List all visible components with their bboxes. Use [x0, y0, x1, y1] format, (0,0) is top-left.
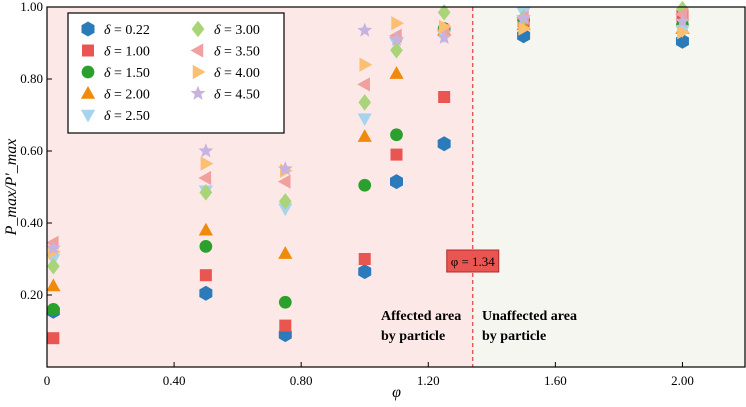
legend: δ = 0.22 δ = 1.00 δ = 1.50 δ = 2.00 δ = 2.50…	[67, 12, 285, 134]
affected-area-label-line1: Affected area	[381, 309, 461, 324]
x-axis-title: φ	[392, 384, 401, 401]
data-point-delta-4-00	[677, 25, 690, 40]
legend-box	[67, 12, 285, 134]
data-point-delta-1-50	[278, 295, 292, 309]
data-point-delta-4-00	[518, 21, 532, 36]
y-tick-label: 0.60	[20, 143, 43, 158]
legend-marker-delta-1-00	[82, 44, 94, 57]
data-point-delta-4-50	[674, 13, 690, 28]
region-unaffected-background	[472, 7, 746, 367]
data-point-delta-2-00	[357, 129, 372, 142]
data-point-delta-3-00	[199, 184, 213, 201]
legend-label-delta-1-50: δ = 1.50	[104, 66, 150, 81]
y-tick-label: 1.00	[20, 0, 43, 14]
threshold-callout-label: φ = 1.34	[451, 254, 496, 269]
data-point-delta-3-00	[278, 193, 292, 210]
x-tick-label: 2.00	[671, 373, 694, 388]
x-tick-label: 1.20	[417, 373, 440, 388]
data-point-delta-1-00	[199, 269, 212, 282]
legend-label-delta-4-00: δ = 4.00	[214, 66, 260, 81]
data-point-delta-3-50	[198, 170, 212, 186]
legend-label-delta-2-50: δ = 2.50	[104, 109, 150, 124]
legend-label-delta-0-22: δ = 0.22	[104, 23, 150, 38]
legend-marker-delta-0-22	[81, 21, 95, 37]
data-point-delta-0-22	[358, 264, 372, 280]
data-point-delta-2-00	[278, 246, 293, 259]
legend-marker-delta-4-50	[190, 85, 206, 100]
data-point-delta-4-00	[200, 156, 214, 171]
data-point-delta-3-00	[390, 41, 403, 59]
data-point-delta-3-50	[277, 174, 291, 189]
data-point-delta-4-50	[45, 240, 61, 255]
data-point-delta-0-22	[437, 136, 451, 152]
x-tick-label: 0	[44, 373, 51, 388]
data-point-delta-2-00	[389, 66, 404, 79]
data-point-delta-4-50	[516, 9, 532, 25]
y-tick-label: 0.80	[20, 71, 43, 86]
legend-marker-delta-3-50	[190, 43, 204, 58]
data-point-delta-4-50	[198, 143, 214, 158]
legend-marker-delta-1-50	[81, 65, 95, 79]
threshold-callout-box	[446, 249, 500, 273]
data-point-delta-2-00	[46, 278, 61, 292]
data-point-delta-0-22	[390, 174, 403, 190]
legend-marker-delta-2-50	[80, 109, 96, 123]
data-point-delta-4-00	[391, 16, 404, 31]
data-point-delta-1-50	[46, 303, 60, 316]
data-point-delta-2-00	[198, 222, 213, 236]
data-point-delta-1-50	[390, 128, 403, 142]
legend-marker-delta-3-00	[191, 20, 205, 38]
data-point-delta-1-00	[279, 319, 292, 332]
legend-label-delta-3-00: δ = 3.00	[214, 23, 260, 38]
data-point-delta-4-50	[436, 29, 452, 44]
data-point-delta-1-50	[358, 178, 372, 192]
y-axis-title: P_max/P'_max	[3, 139, 20, 237]
unaffected-area-label-line2: by particle	[482, 329, 546, 344]
data-point-delta-1-50	[199, 240, 213, 253]
data-point-delta-4-00	[438, 19, 452, 34]
affected-area-label-line2: by particle	[381, 329, 445, 344]
axis-ticks: 0 0.40 0.80 1.20 1.60 2.00 0.20 0.40 0.60 0.80 1.0…	[20, 0, 694, 388]
data-point-delta-4-00	[359, 57, 373, 72]
y-tick-label: 0.40	[20, 215, 43, 230]
x-tick-label: 0.80	[290, 373, 313, 388]
data-point-delta-0-22	[199, 285, 213, 301]
legend-label-delta-4-50: δ = 4.50	[214, 88, 260, 103]
x-tick-label: 0.40	[163, 373, 186, 388]
data-point-delta-4-50	[277, 161, 293, 176]
data-point-delta-4-50	[389, 31, 404, 46]
data-point-delta-1-00	[47, 332, 60, 345]
y-tick-label: 0.20	[20, 287, 43, 302]
data-point-delta-1-00	[438, 91, 451, 103]
x-tick-label: 1.60	[544, 373, 567, 388]
legend-label-delta-3-50: δ = 3.50	[214, 45, 260, 60]
legend-marker-delta-2-00	[80, 86, 96, 99]
data-point-delta-4-50	[357, 22, 373, 37]
data-point-delta-1-00	[390, 148, 403, 161]
unaffected-area-label-line1: Unaffected area	[482, 309, 577, 324]
legend-label-delta-2-00: δ = 2.00	[104, 88, 150, 103]
data-points	[45, 0, 690, 345]
data-point-delta-2-50	[278, 203, 293, 217]
data-point-delta-3-50	[357, 77, 370, 92]
data-point-delta-3-00	[46, 257, 60, 275]
data-point-delta-3-50	[674, 7, 688, 22]
data-point-delta-2-50	[357, 113, 372, 127]
data-point-delta-3-00	[358, 94, 372, 111]
data-point-delta-3-00	[437, 4, 451, 21]
data-point-delta-1-00	[358, 253, 371, 265]
legend-label-delta-1-00: δ = 1.00	[104, 45, 150, 60]
threshold-callout: φ = 1.34	[446, 249, 500, 273]
plot-frame	[46, 6, 746, 368]
legend-marker-delta-4-00	[192, 64, 206, 80]
